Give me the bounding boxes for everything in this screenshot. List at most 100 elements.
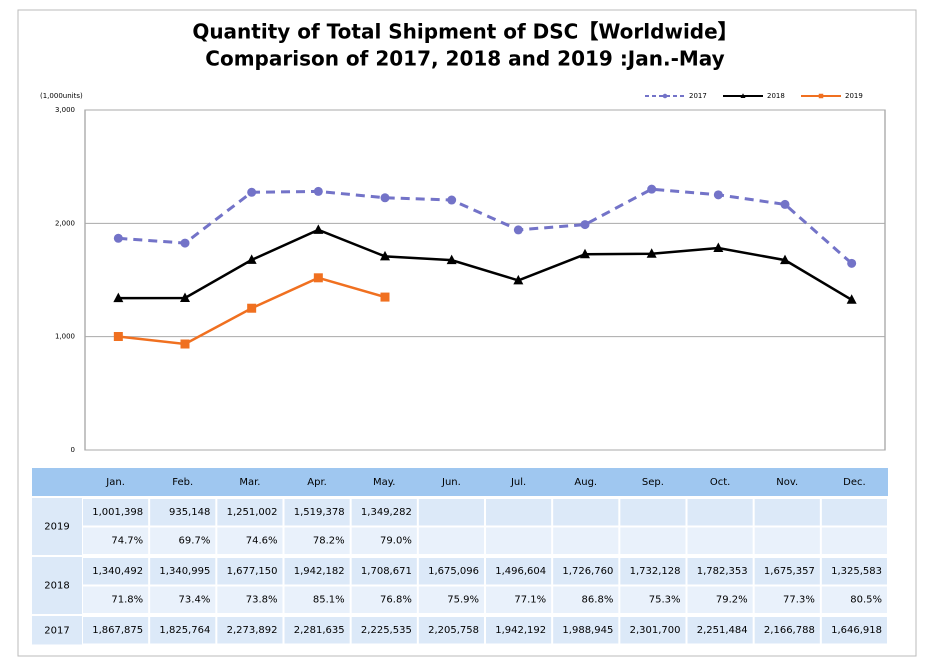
table-value: 1,325,583 bbox=[831, 566, 882, 577]
table-header-cell: Dec. bbox=[843, 477, 866, 488]
table-value: 2,273,892 bbox=[227, 625, 278, 636]
y-tick-label: 1,000 bbox=[55, 333, 75, 341]
table-header-cell: Sep. bbox=[642, 477, 664, 488]
table-value: 1,677,150 bbox=[227, 566, 278, 577]
marker bbox=[446, 254, 457, 265]
table-value: 2,225,535 bbox=[361, 625, 412, 636]
table-cell bbox=[150, 558, 216, 585]
table-cell bbox=[620, 499, 686, 526]
legend-label: 2017 bbox=[689, 92, 707, 100]
table-cell bbox=[754, 499, 820, 526]
table-header-cell: Aug. bbox=[574, 477, 597, 488]
table-cell bbox=[217, 586, 283, 613]
table-cell bbox=[217, 499, 283, 526]
marker bbox=[713, 190, 723, 200]
table-value: 73.4% bbox=[179, 595, 211, 606]
marker bbox=[846, 294, 857, 304]
table-cell bbox=[754, 617, 820, 644]
table-cell bbox=[150, 586, 216, 613]
table-value: 74.6% bbox=[246, 536, 278, 547]
marker bbox=[646, 248, 657, 258]
marker bbox=[780, 254, 790, 265]
table-cell bbox=[418, 558, 484, 585]
marker bbox=[380, 250, 390, 261]
table-header-cell: Mar. bbox=[239, 477, 260, 488]
table-cell bbox=[217, 527, 283, 554]
table-value: 2,281,635 bbox=[294, 625, 345, 636]
table-value: 85.1% bbox=[313, 595, 345, 606]
table-value: 1,988,945 bbox=[562, 625, 613, 636]
marker bbox=[113, 292, 124, 303]
table-value: 75.3% bbox=[649, 595, 681, 606]
table-value: 1,942,192 bbox=[495, 625, 546, 636]
row-label: 2017 bbox=[44, 625, 69, 636]
table-cell bbox=[351, 617, 417, 644]
table-cell bbox=[620, 586, 686, 613]
table-value: 79.0% bbox=[380, 536, 412, 547]
row-label-cell bbox=[32, 557, 82, 614]
marker bbox=[180, 292, 190, 303]
table-cell bbox=[418, 586, 484, 613]
table-value: 75.9% bbox=[447, 595, 479, 606]
marker bbox=[113, 233, 123, 243]
marker bbox=[247, 303, 257, 313]
table-cell bbox=[284, 586, 350, 613]
table-value: 2,205,758 bbox=[428, 625, 479, 636]
table-value: 2,251,484 bbox=[697, 625, 748, 636]
table-cell bbox=[150, 617, 216, 644]
table-cell bbox=[217, 558, 283, 585]
table-cell bbox=[284, 527, 350, 554]
marker bbox=[180, 339, 190, 349]
table-value: 1,867,875 bbox=[92, 625, 143, 636]
table-value: 1,782,353 bbox=[697, 566, 748, 577]
table-cell bbox=[687, 586, 753, 613]
table-value: 77.3% bbox=[783, 595, 815, 606]
table-cell bbox=[351, 558, 417, 585]
table-cell bbox=[486, 586, 552, 613]
table-cell bbox=[83, 527, 149, 554]
table-cell bbox=[217, 617, 283, 644]
table-value: 1,340,492 bbox=[92, 566, 143, 577]
table-cell bbox=[486, 617, 552, 644]
table-value: 1,349,282 bbox=[361, 507, 412, 518]
table-cell bbox=[418, 527, 484, 554]
marker bbox=[313, 273, 323, 283]
table-cell bbox=[553, 617, 619, 644]
table-value: 1,001,398 bbox=[92, 507, 143, 518]
table-cell bbox=[687, 617, 753, 644]
marker bbox=[380, 292, 390, 302]
legend-label: 2019 bbox=[845, 92, 863, 100]
marker bbox=[246, 254, 257, 264]
marker bbox=[313, 186, 323, 196]
table-value: 1,675,357 bbox=[764, 566, 815, 577]
table-cell bbox=[83, 586, 149, 613]
table-header-cell: May. bbox=[373, 477, 395, 488]
y-tick-label: 3,000 bbox=[55, 106, 75, 114]
table-cell bbox=[821, 586, 887, 613]
table-cell bbox=[687, 527, 753, 554]
table-cell bbox=[821, 617, 887, 644]
table-value: 1,942,182 bbox=[294, 566, 345, 577]
table-cell bbox=[687, 499, 753, 526]
table-value: 2,166,788 bbox=[764, 625, 815, 636]
legend-marker bbox=[662, 93, 668, 99]
table-value: 86.8% bbox=[582, 595, 614, 606]
table-value: 1,251,002 bbox=[227, 507, 278, 518]
table-value: 76.8% bbox=[380, 595, 412, 606]
row-label-cell bbox=[32, 616, 82, 645]
table-value: 78.2% bbox=[313, 536, 345, 547]
marker bbox=[580, 220, 590, 230]
marker bbox=[447, 195, 457, 205]
table-cell bbox=[83, 499, 149, 526]
legend-label: 2018 bbox=[767, 92, 785, 100]
y-tick-label: 0 bbox=[71, 446, 75, 454]
marker bbox=[247, 187, 257, 197]
table-value: 1,496,604 bbox=[495, 566, 546, 577]
table-cell bbox=[284, 617, 350, 644]
table-cell bbox=[821, 558, 887, 585]
table-value: 935,148 bbox=[169, 507, 210, 518]
table-value: 1,519,378 bbox=[294, 507, 345, 518]
table-cell bbox=[83, 617, 149, 644]
table-cell bbox=[620, 527, 686, 554]
